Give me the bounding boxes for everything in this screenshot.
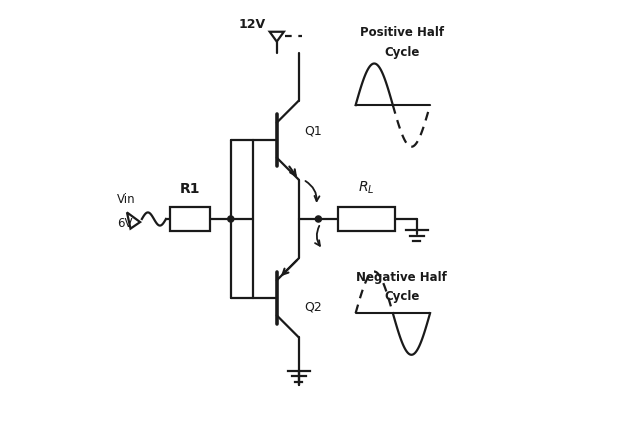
Text: Vin: Vin (117, 193, 136, 206)
Text: Q1: Q1 (304, 125, 322, 138)
Text: Cycle: Cycle (384, 46, 420, 59)
FancyBboxPatch shape (338, 207, 395, 231)
Text: Q2: Q2 (304, 300, 322, 313)
Text: 12V: 12V (239, 18, 266, 31)
FancyBboxPatch shape (170, 207, 210, 231)
Circle shape (228, 216, 234, 222)
Circle shape (315, 216, 322, 222)
Text: Negative Half: Negative Half (356, 271, 447, 284)
Text: $R_L$: $R_L$ (359, 180, 375, 196)
Text: Positive Half: Positive Half (360, 26, 444, 39)
Text: R1: R1 (180, 182, 200, 196)
Text: 6V: 6V (117, 217, 133, 230)
Text: Cycle: Cycle (384, 290, 420, 304)
